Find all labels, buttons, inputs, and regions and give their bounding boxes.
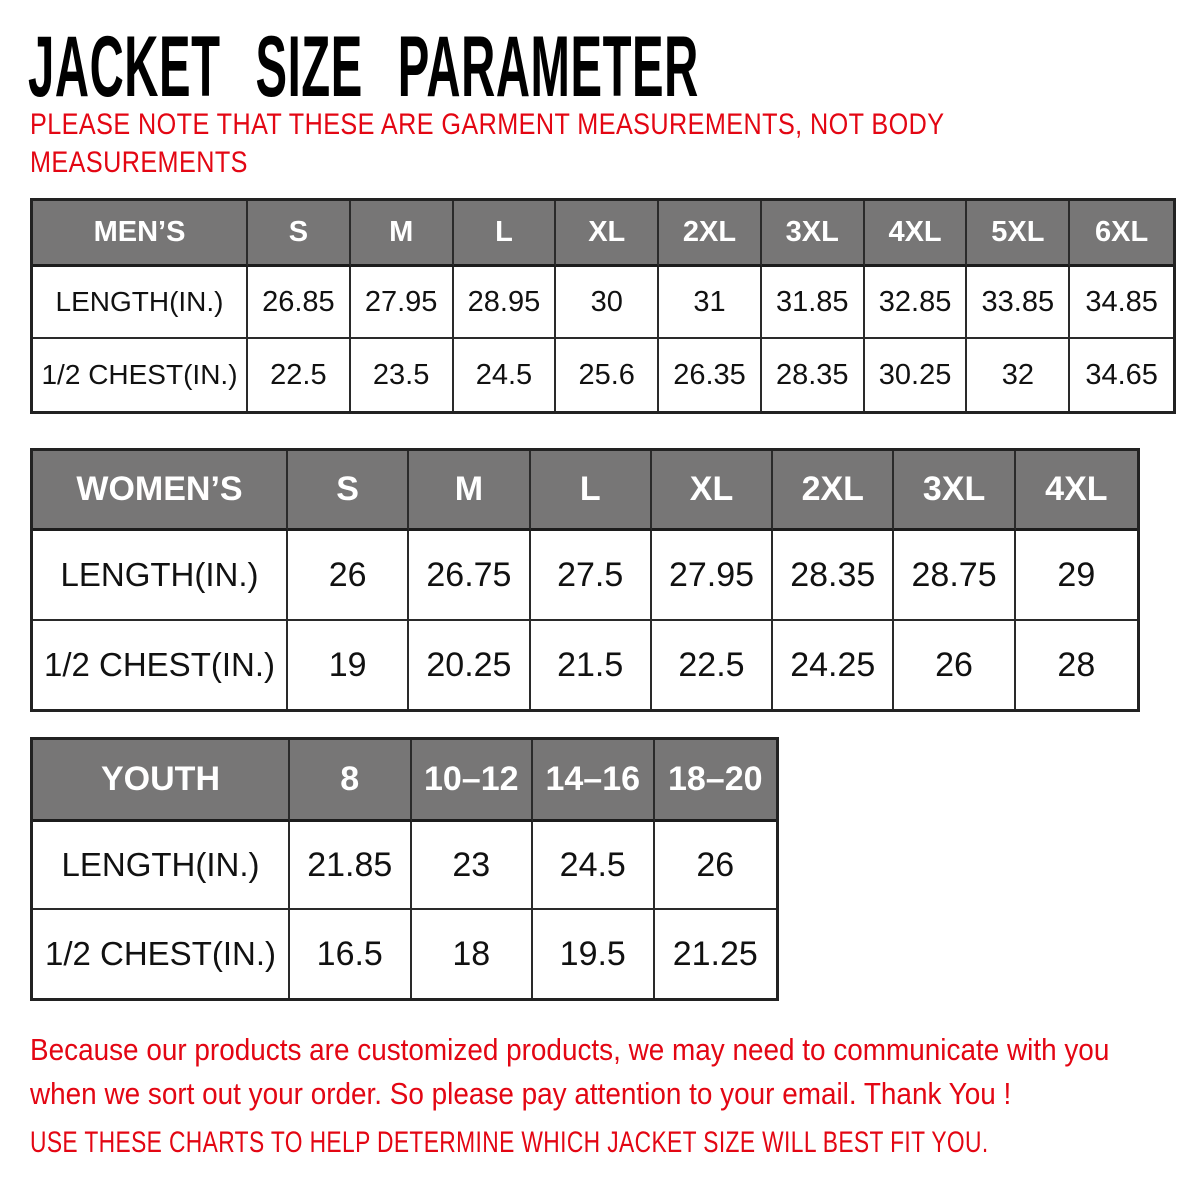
size-value-cell: 26.35 [659, 339, 762, 411]
size-col-header: S [248, 201, 351, 267]
size-value-cell: 22.5 [652, 621, 774, 709]
customization-note: Because our products are customized prod… [30, 1028, 1109, 1116]
womens-table-title: WOMEN’S [33, 451, 288, 531]
garment-measurement-disclaimer: PLEASE NOTE THAT THESE ARE GARMENT MEASU… [30, 106, 945, 182]
womens-size-table: WOMEN’S S M L XL 2XL 3XL 4XL LENGTH(IN.)… [30, 448, 1140, 712]
size-value-cell: 26 [288, 531, 410, 621]
size-col-header: S [288, 451, 410, 531]
size-value-cell: 26 [654, 822, 776, 910]
size-col-header: 8 [290, 740, 412, 822]
size-col-header: L [530, 451, 652, 531]
size-col-header: 3XL [761, 201, 865, 267]
size-value-cell: 31.85 [761, 267, 865, 339]
youth-table-title: YOUTH [33, 740, 290, 822]
size-col-header: 2XL [659, 201, 762, 267]
size-col-header: 10–12 [411, 740, 533, 822]
size-value-cell: 22.5 [248, 339, 351, 411]
row-label-length: LENGTH(IN.) [33, 267, 248, 339]
size-col-header: XL [556, 201, 660, 267]
size-col-header: M [409, 451, 531, 531]
youth-size-table: YOUTH 8 10–12 14–16 18–20 LENGTH(IN.) 21… [30, 737, 779, 1001]
row-label-length: LENGTH(IN.) [33, 531, 288, 621]
size-col-header: 6XL [1070, 201, 1173, 267]
size-value-cell: 30 [556, 267, 660, 339]
size-col-header: 2XL [773, 451, 895, 531]
size-value-cell: 23.5 [351, 339, 454, 411]
size-col-header: XL [651, 451, 774, 531]
size-value-cell: 20.25 [409, 621, 531, 709]
size-value-cell: 27.95 [350, 267, 454, 339]
mens-size-table: MEN’S S M L XL 2XL 3XL 4XL 5XL 6XL LENGT… [30, 198, 1176, 414]
size-value-cell: 19.5 [533, 910, 655, 998]
size-value-cell: 27.95 [651, 531, 774, 621]
size-value-cell: 21.25 [672, 934, 758, 973]
size-value-cell: 32.85 [864, 267, 968, 339]
chart-usage-advice: USE THESE CHARTS TO HELP DETERMINE WHICH… [30, 1126, 989, 1159]
size-value-cell: 26.75 [409, 531, 531, 621]
size-value-cell: 19 [288, 621, 410, 709]
size-value-cell: 21.5 [531, 621, 652, 709]
size-col-header: 4XL [1015, 451, 1137, 531]
size-value-cell: 34.65 [1085, 358, 1158, 391]
page-title: JACKET SIZE PARAMETER [28, 19, 699, 115]
size-value-cell: 28.75 [894, 531, 1016, 621]
row-label-length: LENGTH(IN.) [33, 822, 290, 910]
size-col-header: 4XL [864, 201, 968, 267]
mens-table-title: MEN’S [33, 201, 248, 267]
size-value-cell: 27.5 [530, 531, 652, 621]
size-value-cell: 33.85 [967, 267, 1071, 339]
size-value-cell: 23 [411, 822, 533, 910]
size-value-cell: 28.35 [773, 531, 895, 621]
size-col-header: L [453, 201, 557, 267]
size-value-cell: 24.25 [773, 621, 895, 709]
row-label-half-chest: 1/2 CHEST(IN.) [33, 621, 288, 709]
disclaimer-line-1: PLEASE NOTE THAT THESE ARE GARMENT MEASU… [30, 108, 945, 141]
size-value-cell: 25.6 [556, 339, 660, 411]
size-value-cell: 26 [894, 621, 1016, 709]
size-value-cell: 28.35 [762, 339, 865, 411]
size-value-cell: 24.5 [454, 339, 557, 411]
customization-note-line-1: Because our products are customized prod… [30, 1032, 1110, 1067]
size-value-cell: 34.85 [1070, 267, 1173, 339]
row-label-half-chest: 1/2 CHEST(IN.) [33, 339, 248, 411]
size-col-header: M [350, 201, 454, 267]
customization-note-line-2: when we sort out your order. So please p… [30, 1076, 1012, 1111]
size-value-cell: 29 [1015, 531, 1137, 621]
size-value-cell: 28 [1057, 645, 1096, 684]
size-col-header: 3XL [894, 451, 1016, 531]
size-value-cell: 21.85 [290, 822, 412, 910]
size-col-header: 5XL [967, 201, 1071, 267]
size-value-cell: 32 [967, 339, 1071, 411]
size-col-header: 14–16 [533, 740, 655, 822]
size-value-cell: 31 [659, 267, 762, 339]
row-label-half-chest: 1/2 CHEST(IN.) [33, 910, 290, 998]
size-value-cell: 28.95 [453, 267, 557, 339]
size-value-cell: 18 [412, 910, 533, 998]
size-value-cell: 26.85 [248, 267, 351, 339]
size-col-header: 18–20 [654, 740, 776, 822]
size-value-cell: 24.5 [533, 822, 655, 910]
size-value-cell: 30.25 [865, 339, 968, 411]
size-value-cell: 16.5 [290, 910, 412, 998]
disclaimer-line-2: MEASUREMENTS [30, 146, 248, 179]
